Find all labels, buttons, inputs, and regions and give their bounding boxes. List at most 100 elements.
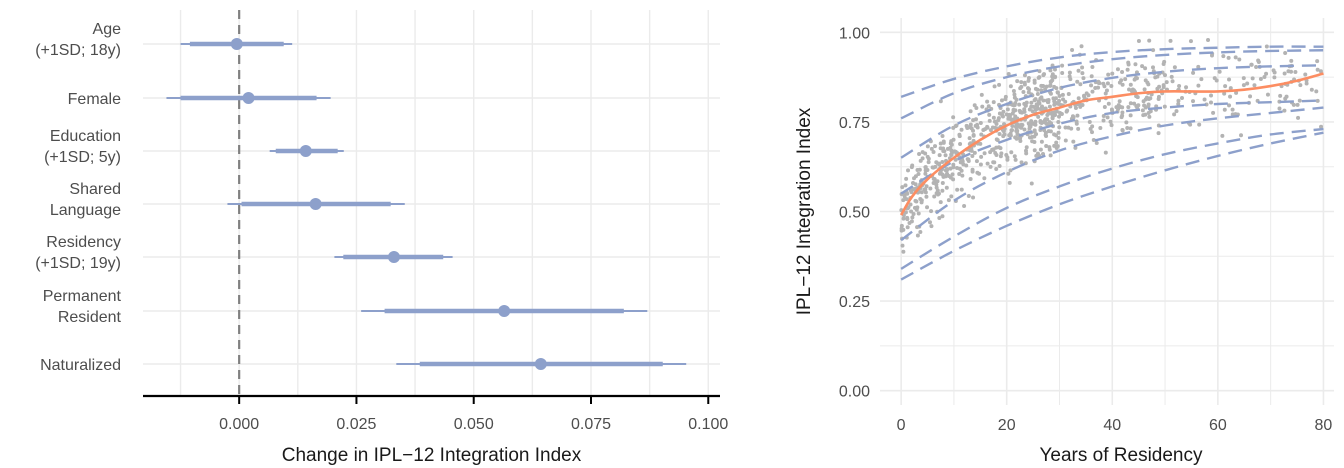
data-point — [1101, 118, 1106, 123]
data-point — [931, 165, 936, 170]
data-point — [926, 160, 931, 165]
data-point — [1222, 107, 1227, 112]
y-tick-label: 0.75 — [839, 115, 870, 132]
data-point — [1170, 79, 1175, 84]
data-point — [1117, 99, 1122, 104]
data-point — [1050, 72, 1055, 77]
data-point — [1226, 55, 1231, 60]
data-point — [1052, 132, 1057, 137]
data-point — [1060, 70, 1065, 75]
data-point — [1256, 58, 1261, 63]
data-point — [979, 154, 984, 159]
data-point — [934, 191, 939, 196]
data-point — [1008, 168, 1013, 173]
data-point — [1315, 98, 1320, 103]
data-point — [1264, 71, 1269, 76]
data-point — [904, 176, 909, 181]
data-point — [1222, 91, 1227, 96]
data-point — [903, 210, 908, 215]
data-point — [1012, 103, 1017, 108]
data-point — [940, 134, 945, 139]
data-point — [1053, 101, 1058, 106]
forest-x-ticks: 0.000 0.025 0.050 0.075 0.100 — [219, 396, 728, 433]
data-point — [1120, 70, 1125, 75]
data-point — [1047, 145, 1052, 150]
data-point — [909, 165, 914, 170]
data-point — [1091, 138, 1096, 143]
row-label: Resident — [58, 309, 122, 326]
data-point — [1223, 84, 1228, 89]
data-point — [1134, 94, 1139, 99]
data-point — [903, 183, 908, 188]
data-point — [1098, 126, 1103, 131]
data-point — [1028, 121, 1033, 126]
data-point — [1136, 39, 1141, 44]
data-point — [1032, 80, 1037, 85]
data-point — [1096, 79, 1101, 84]
data-point — [1128, 101, 1133, 106]
row-label: (+1SD; 5y) — [44, 149, 121, 166]
data-point — [918, 158, 923, 163]
data-point — [949, 194, 954, 199]
data-point — [1241, 76, 1246, 81]
data-point — [910, 215, 915, 220]
data-point — [982, 176, 987, 181]
dashed-trend-line — [900, 99, 1324, 195]
data-point — [1304, 81, 1309, 86]
data-point — [1059, 112, 1064, 117]
data-point — [1282, 71, 1287, 76]
data-point — [1041, 98, 1046, 103]
data-point — [1227, 103, 1232, 108]
data-point — [1147, 114, 1152, 119]
data-point — [1146, 82, 1151, 87]
row-label: Age — [93, 21, 122, 38]
data-point — [1209, 53, 1214, 58]
data-point — [1141, 99, 1146, 104]
data-point — [966, 194, 971, 199]
data-point — [938, 99, 943, 104]
data-point — [980, 104, 985, 109]
data-point — [1035, 91, 1040, 96]
data-point — [911, 211, 916, 216]
data-point — [1176, 101, 1181, 106]
data-point — [1033, 119, 1038, 124]
data-point — [1006, 171, 1011, 176]
data-point — [1063, 125, 1068, 130]
data-point — [1162, 73, 1167, 78]
data-point — [1005, 107, 1010, 112]
data-point — [1022, 80, 1027, 85]
data-point — [970, 167, 975, 172]
x-tick-label: 0 — [897, 417, 906, 434]
row-label: (+1SD; 19y) — [35, 255, 121, 272]
data-point — [1055, 144, 1060, 149]
data-point — [951, 115, 956, 120]
data-point — [1133, 62, 1138, 67]
data-point — [961, 162, 966, 167]
data-point — [1042, 72, 1047, 77]
data-point — [940, 214, 945, 219]
data-point — [944, 168, 949, 173]
data-point — [1303, 72, 1308, 77]
data-point — [946, 198, 951, 203]
data-point — [957, 171, 962, 176]
data-point — [1056, 130, 1061, 135]
data-point — [1272, 70, 1277, 75]
data-point — [991, 100, 996, 105]
data-point — [978, 121, 983, 126]
data-point — [905, 225, 910, 230]
data-point — [1057, 98, 1062, 103]
data-point — [1060, 63, 1065, 68]
data-point — [1036, 152, 1041, 157]
data-point — [1024, 151, 1029, 156]
data-point — [905, 191, 910, 196]
data-point — [904, 197, 909, 202]
data-point — [937, 153, 942, 158]
data-point — [1064, 109, 1069, 114]
data-point — [1169, 74, 1174, 79]
x-tick-label: 80 — [1315, 417, 1333, 434]
data-point — [1076, 96, 1081, 101]
data-point — [1021, 90, 1026, 95]
data-point — [1047, 104, 1052, 109]
data-point — [1089, 83, 1094, 88]
data-point — [962, 204, 967, 209]
